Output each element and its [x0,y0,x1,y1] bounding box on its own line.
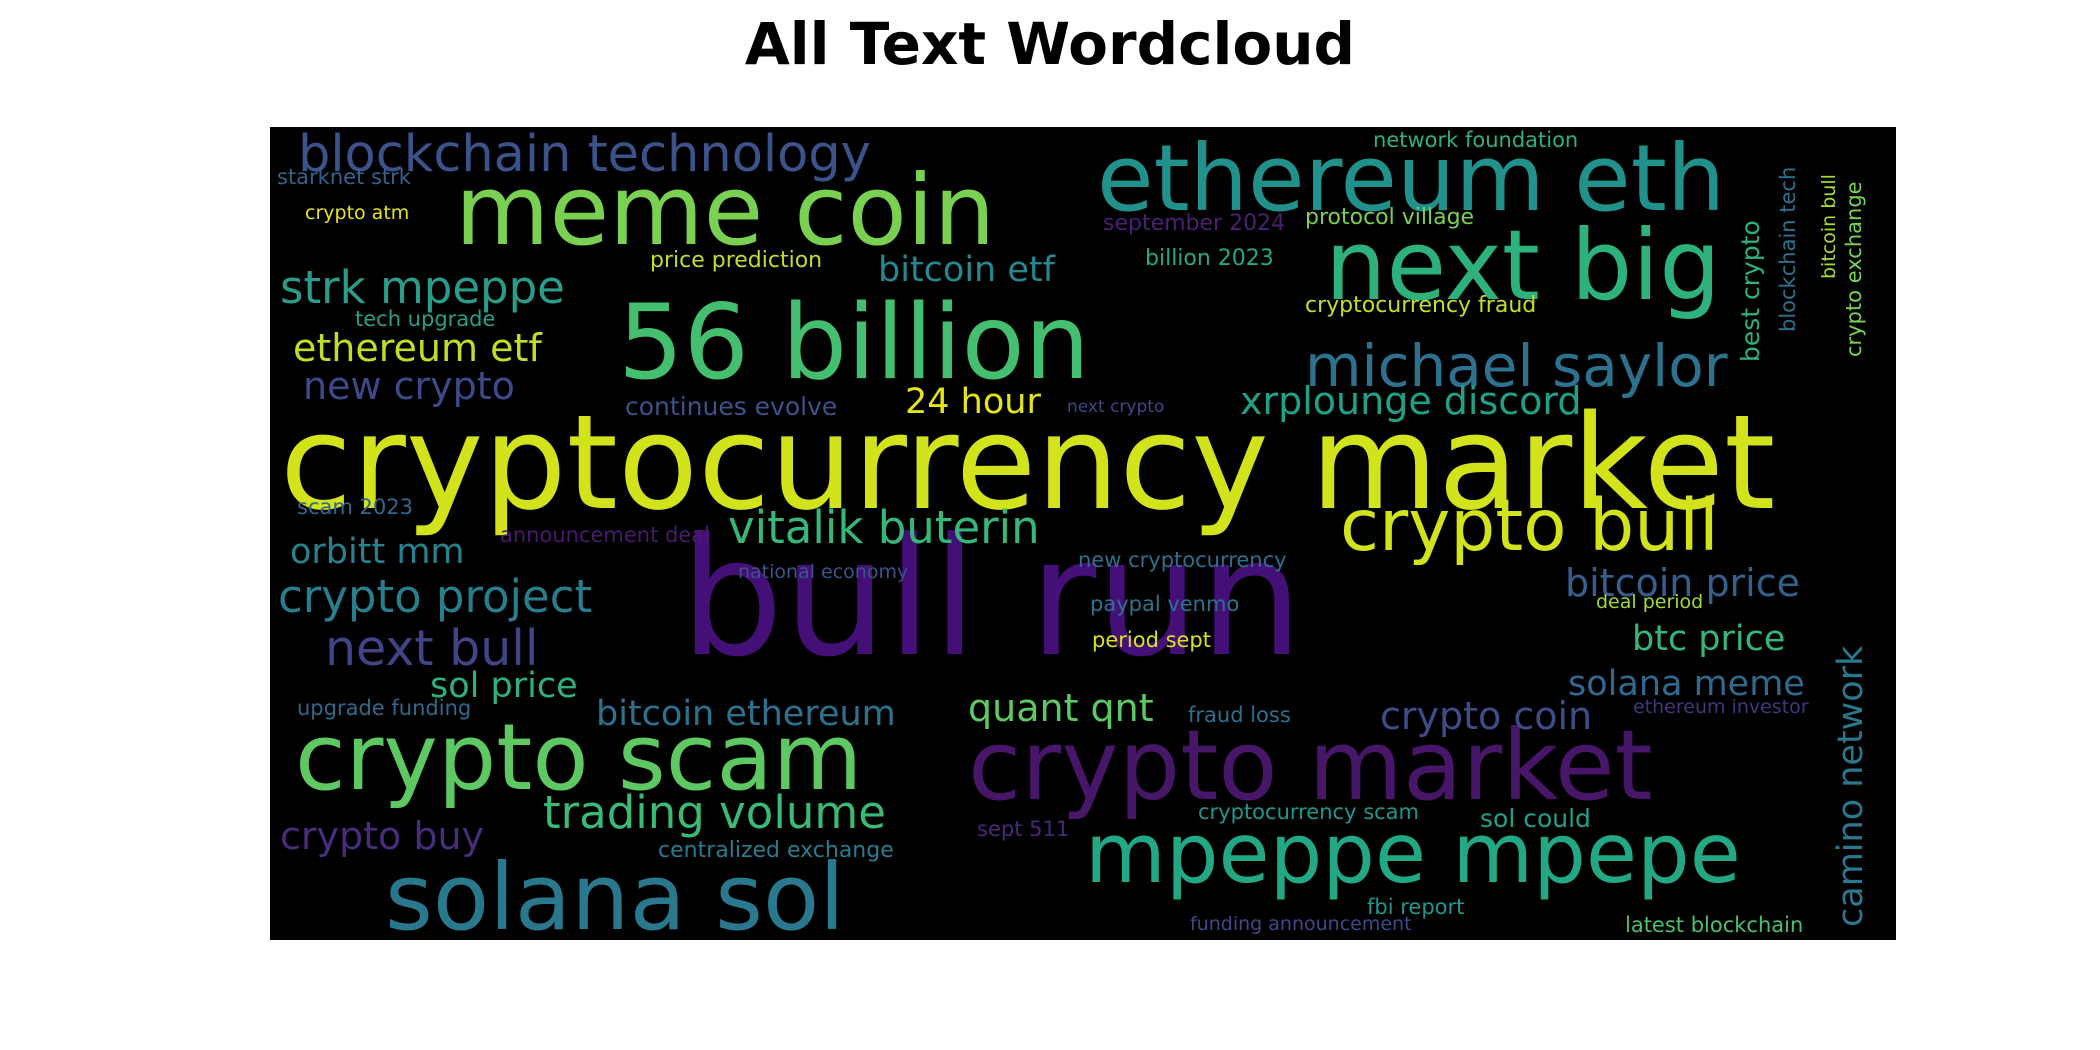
word-centralized-exchange: centralized exchange [658,838,894,863]
word-crypto-scam: crypto scam [295,704,863,811]
word-starknet-strk: starknet strk [277,165,411,189]
word-tech-upgrade: tech upgrade [355,307,496,331]
word-price-prediction: price prediction [650,248,823,273]
word-meme-coin: meme coin [455,154,996,267]
word-sol-could: sol could [1480,804,1591,833]
word-quant-qnt: quant qnt [968,686,1154,730]
word-upgrade-funding: upgrade funding [297,696,472,720]
word-24-hour: 24 hour [905,382,1041,422]
word-ethereum-eth: ethereum eth [1097,127,1726,232]
word-ethereum-investor: ethereum investor [1633,696,1809,718]
word-period-sept: period sept [1092,628,1211,652]
word-crypto-coin: crypto coin [1380,694,1593,738]
word-bull-run: bull run [680,504,1303,693]
word-national-economy: national economy [738,561,909,583]
word-crypto-exchange: crypto exchange [1842,181,1866,357]
word-sept-511: sept 511 [977,817,1070,841]
word-crypto-project: crypto project [278,570,593,623]
word-strk-mpeppe: strk mpeppe [280,261,565,314]
wordcloud-canvas: cryptocurrency market bull run 56 billio… [270,127,1896,940]
word-trading-volume: trading volume [543,786,886,839]
word-ethereum-etf: ethereum etf [293,326,542,370]
word-funding-announcement: funding announcement [1190,913,1412,935]
word-solana-meme: solana meme [1568,664,1805,704]
word-bitcoin-ethereum: bitcoin ethereum [596,694,896,734]
word-crypto-bull: crypto bull [1340,484,1719,567]
word-cryptocurrency-scam: cryptocurrency scam [1198,800,1420,824]
word-bitcoin-price: bitcoin price [1565,561,1801,605]
word-blockchain-tech: blockchain tech [1776,166,1800,332]
word-cryptocurrency-fraud: cryptocurrency fraud [1305,293,1537,318]
word-56-billion: 56 billion [618,283,1090,403]
word-scam-2023: scam 2023 [297,495,413,519]
word-continues-evolve: continues evolve [625,392,838,421]
word-latest-blockchain: latest blockchain [1625,913,1804,937]
word-bitcoin-etf: bitcoin etf [878,250,1055,290]
word-vitalik-buterin: vitalik buterin [728,501,1040,554]
word-btc-price: btc price [1632,619,1786,659]
word-paypal-venmo: paypal venmo [1090,592,1240,616]
word-bitcoin-bull: bitcoin bull [1818,174,1840,279]
word-orbitt-mm: orbitt mm [290,532,465,572]
word-camino-network: camino network [1831,645,1871,927]
word-crypto-buy: crypto buy [280,814,485,858]
word-protocol-village: protocol village [1305,205,1475,230]
word-best-crypto: best crypto [1736,220,1765,362]
word-september-2024: september 2024 [1103,211,1286,236]
word-billion-2023: billion 2023 [1145,246,1274,271]
word-new-cryptocurrency: new cryptocurrency [1078,548,1287,572]
word-new-crypto: new crypto [303,364,515,408]
word-next-bull: next bull [325,620,539,677]
word-cryptocurrency-market: cryptocurrency market [280,386,1776,539]
word-next-big: next big [1325,209,1721,322]
word-solana-sol: solana sol [385,844,845,941]
word-sol-price: sol price [430,666,578,706]
word-deal-period: deal period [1596,591,1704,613]
chart-title: All Text Wordcloud [744,10,1356,78]
word-crypto-atm: crypto atm [305,202,410,224]
word-fraud-loss: fraud loss [1188,703,1291,727]
word-crypto-market: crypto market [968,709,1653,822]
word-mpeppe-mpepe: mpeppe mpepe [1085,805,1741,902]
word-announcement-deal: announcement deal [500,523,710,547]
word-xrplounge-discord: xrplounge discord [1240,379,1582,423]
word-blockchain-technology: blockchain technology [298,127,871,184]
word-michael-saylor: michael saylor [1305,332,1728,400]
word-next-crypto: next crypto [1067,397,1165,417]
word-network-foundation: network foundation [1373,128,1579,152]
word-fbi-report: fbi report [1367,895,1465,919]
